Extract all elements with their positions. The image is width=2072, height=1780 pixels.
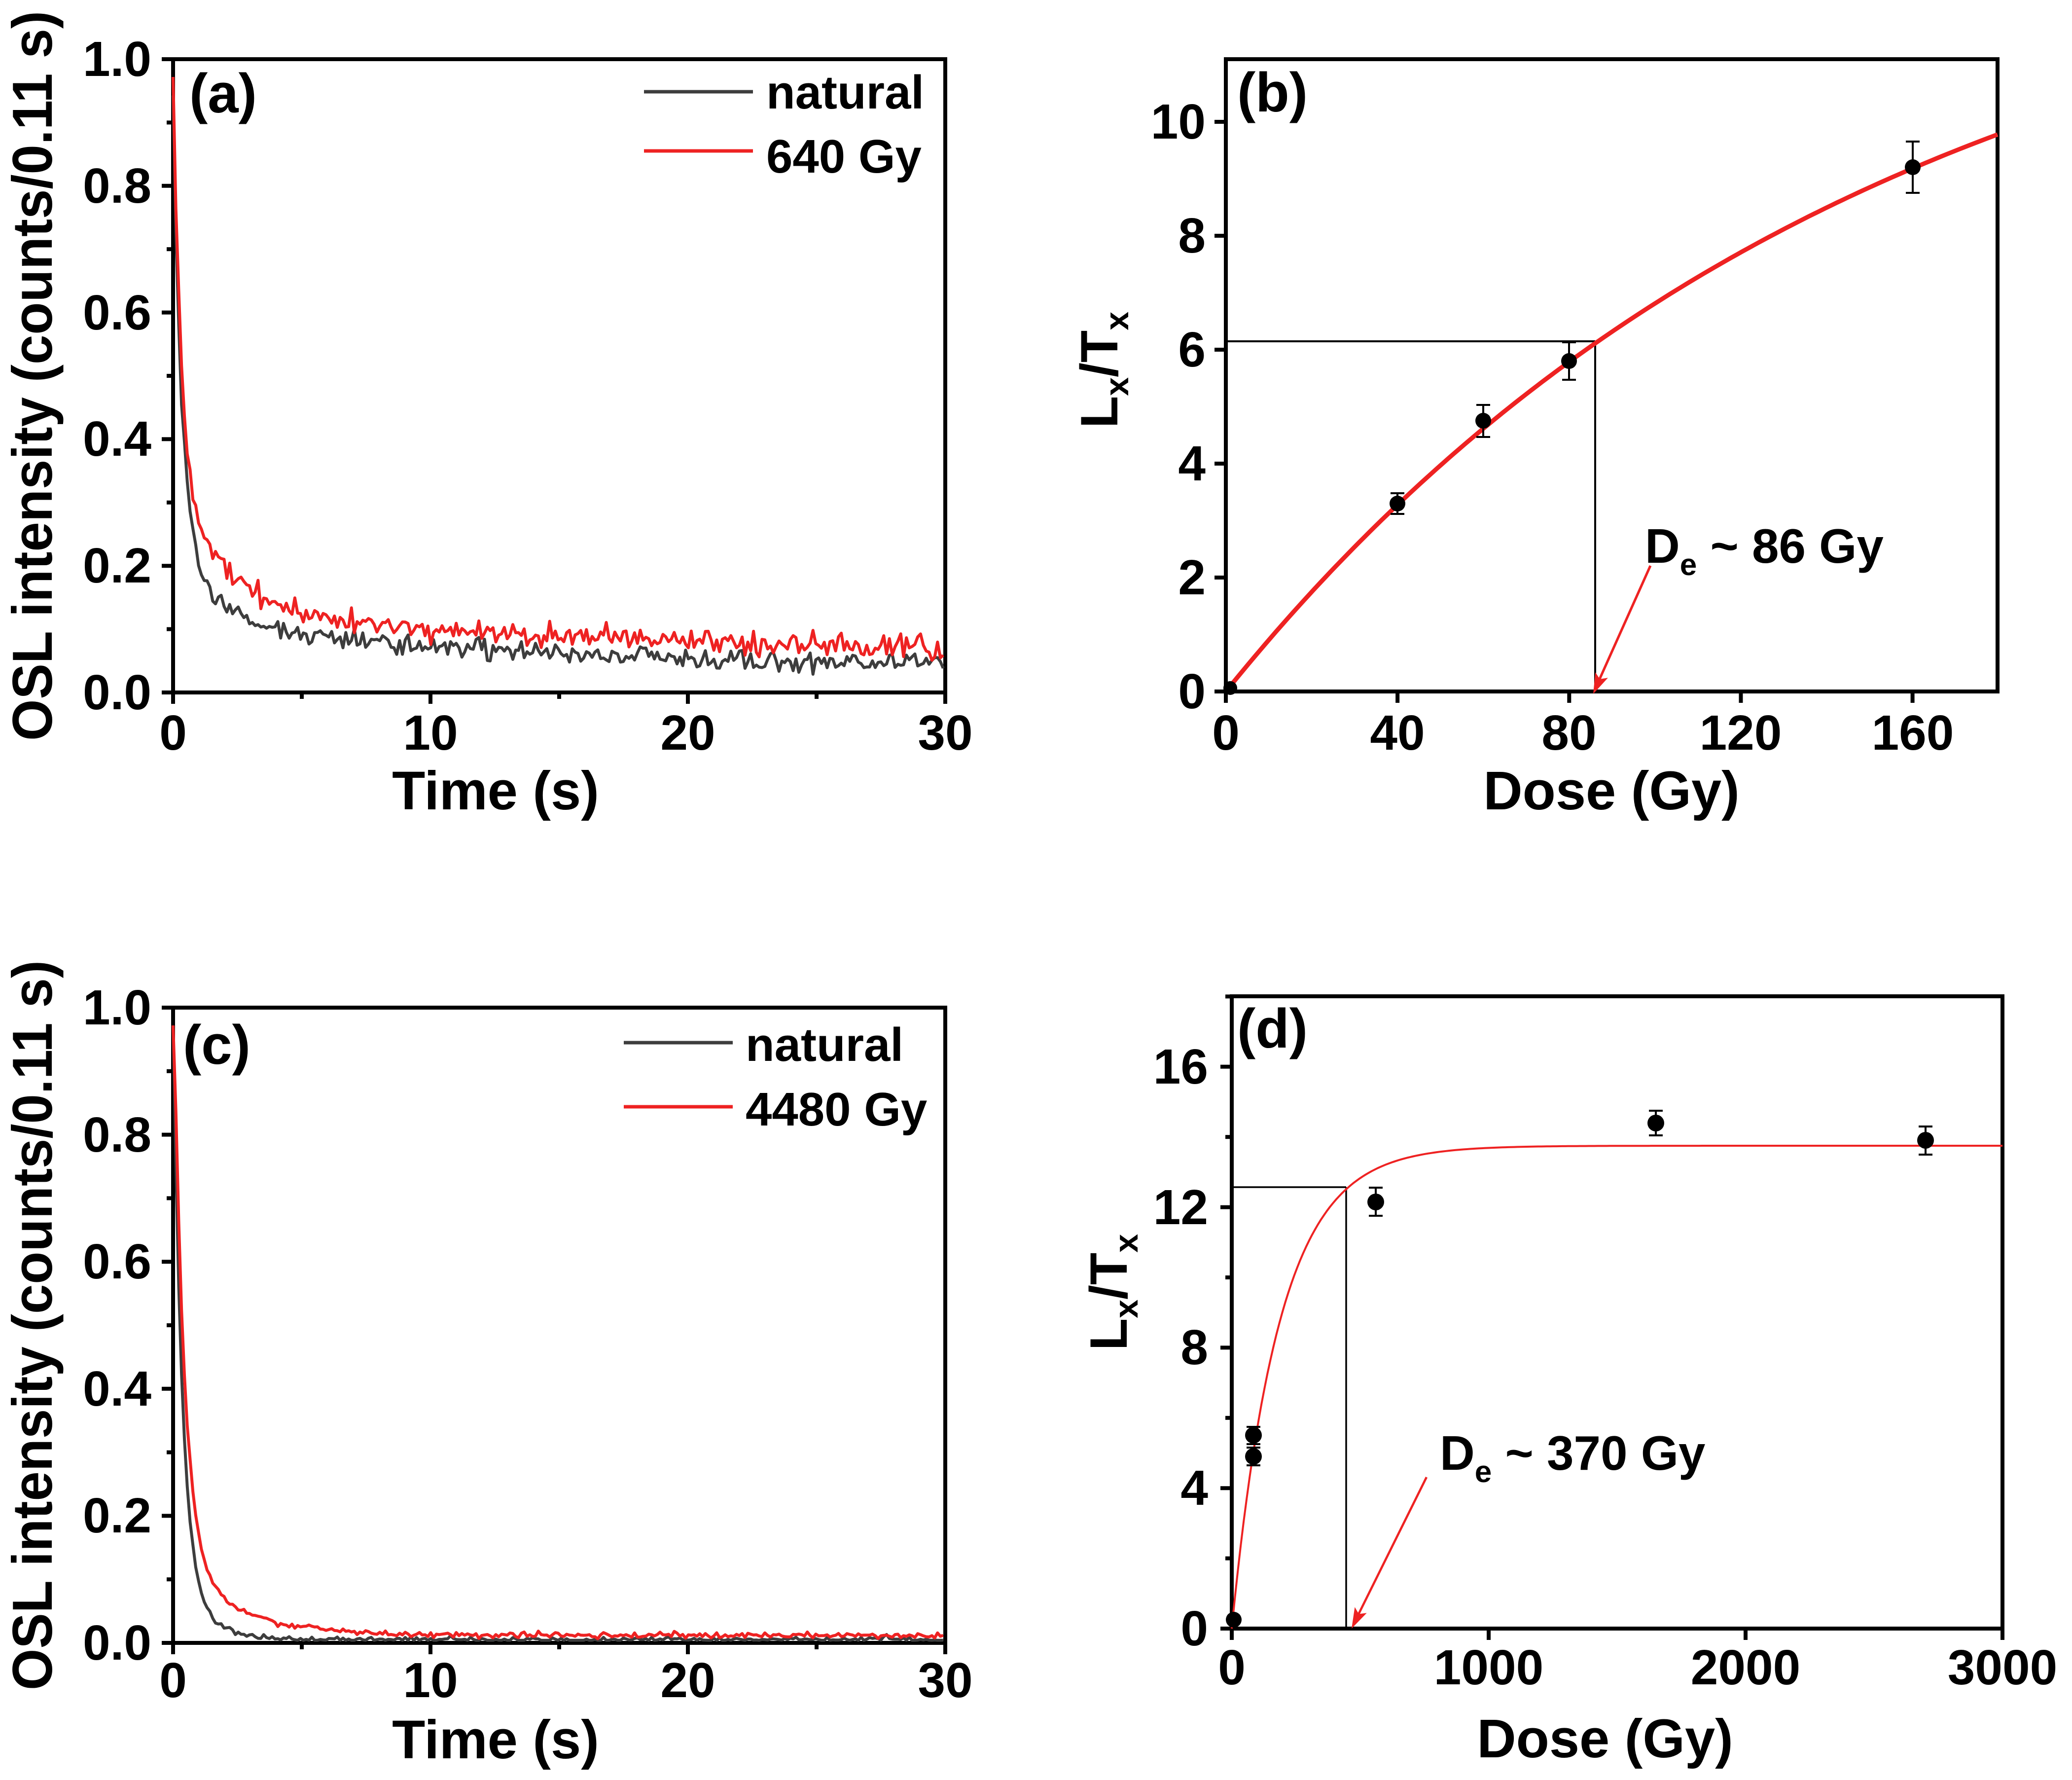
svg-text:20: 20 [660, 1653, 715, 1708]
svg-text:80: 80 [1541, 705, 1596, 761]
svg-text:16: 16 [1153, 1039, 1208, 1094]
svg-text:0: 0 [159, 705, 187, 761]
svg-text:2000: 2000 [1691, 1640, 1800, 1695]
svg-text:natural: natural [766, 66, 924, 119]
svg-text:1.0: 1.0 [83, 980, 151, 1035]
svg-text:8: 8 [1178, 208, 1206, 263]
svg-text:(d): (d) [1237, 998, 1308, 1059]
svg-text:30: 30 [918, 705, 972, 761]
svg-text:0.2: 0.2 [83, 538, 151, 593]
svg-text:10: 10 [1151, 94, 1206, 149]
svg-text:0.6: 0.6 [83, 285, 151, 340]
svg-text:Dose (Gy): Dose (Gy) [1483, 761, 1740, 821]
svg-text:0.4: 0.4 [83, 1361, 151, 1417]
svg-text:40: 40 [1370, 705, 1425, 761]
svg-text:20: 20 [660, 705, 715, 761]
svg-text:0.4: 0.4 [83, 411, 151, 467]
svg-text:(c): (c) [183, 1014, 250, 1076]
svg-text:1.0: 1.0 [83, 32, 151, 87]
svg-text:6: 6 [1178, 322, 1206, 377]
svg-text:(a): (a) [189, 63, 257, 124]
svg-text:0.8: 0.8 [83, 158, 151, 214]
svg-text:12: 12 [1153, 1180, 1208, 1235]
svg-text:OSL intensity (counts/0.11 s): OSL intensity (counts/0.11 s) [1, 960, 64, 1690]
svg-text:640 Gy: 640 Gy [766, 130, 922, 183]
svg-text:Time (s): Time (s) [392, 1709, 599, 1770]
svg-text:0.2: 0.2 [83, 1488, 151, 1543]
svg-text:(b): (b) [1237, 62, 1308, 123]
svg-text:160: 160 [1872, 705, 1954, 761]
svg-text:0.0: 0.0 [83, 665, 151, 720]
svg-text:10: 10 [403, 1653, 458, 1708]
svg-text:3000: 3000 [1948, 1640, 2057, 1695]
svg-text:0: 0 [1218, 1640, 1246, 1695]
svg-text:Lx/Tx: Lx/Tx [1079, 1234, 1145, 1350]
svg-text:30: 30 [918, 1653, 972, 1708]
svg-text:4: 4 [1178, 436, 1206, 491]
svg-text:0: 0 [1178, 664, 1206, 719]
svg-text:Lx/Tx: Lx/Tx [1070, 312, 1136, 428]
svg-text:OSL intensity (counts/0.11 s): OSL intensity (counts/0.11 s) [1, 11, 64, 741]
svg-text:0.6: 0.6 [83, 1234, 151, 1289]
svg-text:0: 0 [1212, 705, 1240, 761]
svg-text:8: 8 [1180, 1320, 1208, 1375]
svg-text:0.0: 0.0 [83, 1615, 151, 1671]
svg-text:0: 0 [1180, 1601, 1208, 1656]
svg-text:4: 4 [1180, 1460, 1208, 1516]
svg-text:0.8: 0.8 [83, 1107, 151, 1162]
svg-text:natural: natural [746, 1018, 903, 1071]
svg-text:Dose (Gy): Dose (Gy) [1477, 1708, 1733, 1769]
svg-text:120: 120 [1700, 705, 1782, 761]
svg-text:1000: 1000 [1434, 1640, 1543, 1695]
svg-text:10: 10 [403, 705, 458, 761]
svg-text:4480 Gy: 4480 Gy [746, 1083, 927, 1136]
svg-text:2: 2 [1178, 550, 1206, 605]
svg-text:0: 0 [159, 1653, 187, 1708]
svg-text:Time (s): Time (s) [392, 761, 599, 821]
